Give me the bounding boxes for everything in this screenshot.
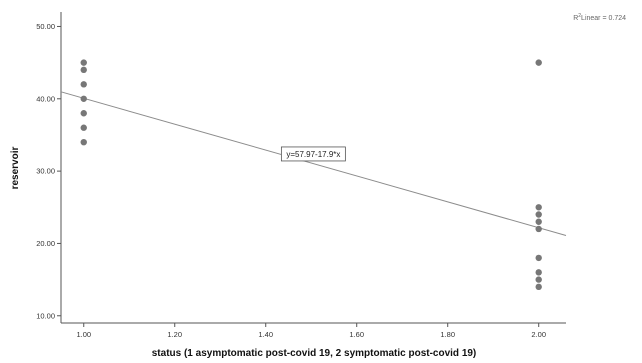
data-point xyxy=(80,66,87,74)
data-point xyxy=(535,59,542,66)
y-axis-title: reservoir xyxy=(10,146,21,189)
regression-line xyxy=(60,91,567,236)
r-squared-superscript: 2 xyxy=(578,13,581,19)
x-tick-label: 2.00 xyxy=(531,330,546,339)
data-point xyxy=(535,254,542,262)
y-tick-label: 50.00 xyxy=(36,22,55,31)
tick-labels: 1.00 1.20 1.40 1.60 1.80 2.00 10.00 20.00 30.00 4… xyxy=(36,22,546,339)
data-point xyxy=(80,138,87,146)
data-point xyxy=(535,204,542,211)
y-tick-label: 10.00 xyxy=(36,311,55,320)
data-point xyxy=(535,283,542,291)
y-tick-label: 20.00 xyxy=(36,239,55,248)
data-point xyxy=(535,276,542,283)
data-point xyxy=(535,218,542,225)
equation-label-box: y=57.97-17.9*x xyxy=(280,146,346,162)
x-axis-title: status (1 asymptomatic post-covid 19, 2 … xyxy=(152,348,477,359)
data-point xyxy=(535,211,542,218)
data-point xyxy=(80,81,87,88)
y-tick-label: 30.00 xyxy=(36,167,55,176)
r-squared-symbol: R xyxy=(573,15,578,22)
x-tick-label: 1.80 xyxy=(440,330,455,339)
r-squared-value: Linear = 0.724 xyxy=(581,15,626,22)
data-point xyxy=(535,225,542,233)
data-points xyxy=(80,59,542,291)
x-tick-label: 1.60 xyxy=(349,330,364,339)
r-squared-label: R2Linear = 0.724 xyxy=(573,13,626,22)
data-point xyxy=(80,124,87,131)
equation-label: y=57.97-17.9*x xyxy=(286,150,340,159)
data-point xyxy=(535,269,542,276)
y-tick-label: 40.00 xyxy=(36,94,55,103)
x-tick-label: 1.00 xyxy=(76,330,91,339)
axes xyxy=(57,12,566,327)
data-point xyxy=(80,110,87,117)
equation-label-border xyxy=(280,146,346,162)
x-tick-label: 1.20 xyxy=(167,330,182,339)
x-tick-label: 1.40 xyxy=(258,330,273,339)
data-point xyxy=(80,95,87,102)
data-point xyxy=(80,59,87,66)
